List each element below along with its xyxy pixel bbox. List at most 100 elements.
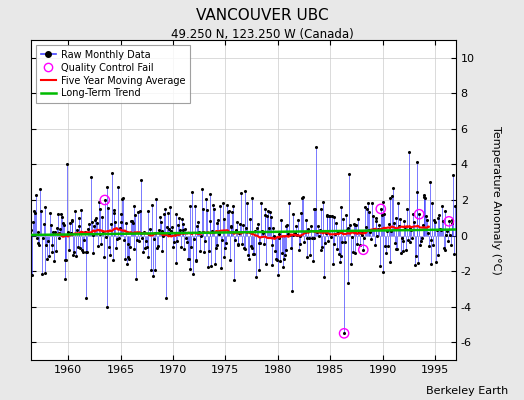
Point xyxy=(306,252,314,258)
Point xyxy=(259,230,267,237)
Point xyxy=(385,195,394,202)
Point xyxy=(57,211,66,218)
Point xyxy=(248,245,257,251)
Point xyxy=(233,219,241,225)
Point xyxy=(181,226,189,232)
Point xyxy=(35,242,43,248)
Point xyxy=(403,236,412,243)
Point xyxy=(437,226,445,233)
Point xyxy=(429,242,438,249)
Point xyxy=(410,218,418,225)
Point xyxy=(93,220,101,226)
Point xyxy=(366,229,375,236)
Point xyxy=(343,224,352,231)
Point xyxy=(446,241,455,248)
Point xyxy=(196,247,204,254)
Point xyxy=(194,219,202,226)
Point xyxy=(397,250,405,256)
Point xyxy=(173,237,181,244)
Point xyxy=(162,294,170,301)
Point xyxy=(389,185,397,191)
Point xyxy=(336,252,345,259)
Point xyxy=(250,251,258,257)
Point xyxy=(153,245,161,251)
Point xyxy=(53,211,62,218)
Point xyxy=(214,216,223,223)
Point xyxy=(63,160,71,167)
Point xyxy=(111,219,119,226)
Point xyxy=(353,241,362,247)
Point xyxy=(317,206,325,212)
Point xyxy=(369,213,377,220)
Point xyxy=(86,230,94,236)
Point xyxy=(331,231,340,238)
Legend: Raw Monthly Data, Quality Control Fail, Five Year Moving Average, Long-Term Tren: Raw Monthly Data, Quality Control Fail, … xyxy=(36,45,190,103)
Point xyxy=(268,242,277,248)
Point xyxy=(296,233,304,239)
Point xyxy=(392,246,401,252)
Point xyxy=(254,221,262,228)
Point xyxy=(215,230,223,237)
Point xyxy=(304,226,312,232)
Point xyxy=(398,238,407,244)
Point xyxy=(162,224,171,230)
Point xyxy=(338,239,346,246)
Point xyxy=(91,217,100,223)
Point xyxy=(187,244,195,250)
Point xyxy=(47,242,56,248)
Point xyxy=(210,206,218,212)
Point xyxy=(174,222,182,228)
Point xyxy=(285,200,293,206)
Point xyxy=(104,205,113,211)
Point xyxy=(112,244,121,251)
Point xyxy=(124,240,133,247)
Point xyxy=(362,224,370,230)
Point xyxy=(411,252,420,259)
Point xyxy=(335,251,343,258)
Point xyxy=(189,270,197,277)
Point xyxy=(34,229,42,236)
Point xyxy=(191,257,200,264)
Point xyxy=(95,206,104,212)
Point xyxy=(97,240,105,247)
Point xyxy=(167,227,176,234)
Point xyxy=(211,261,219,267)
Point xyxy=(281,223,290,229)
Point xyxy=(86,174,95,180)
Point xyxy=(27,226,36,233)
Point xyxy=(119,194,127,201)
Point xyxy=(283,222,291,228)
Point xyxy=(224,209,232,216)
Point xyxy=(258,228,266,234)
Point xyxy=(376,262,384,269)
Point xyxy=(134,209,142,216)
Point xyxy=(314,233,323,239)
Point xyxy=(296,240,304,247)
Point xyxy=(450,251,458,257)
Point xyxy=(378,269,387,275)
Point xyxy=(50,258,58,264)
Point xyxy=(442,232,451,239)
Point xyxy=(177,243,185,250)
Point xyxy=(375,222,383,228)
Point xyxy=(130,203,139,209)
Point xyxy=(395,223,403,230)
Point xyxy=(411,262,419,268)
Point xyxy=(435,212,443,218)
Point xyxy=(138,234,147,241)
Point xyxy=(297,210,305,216)
Point xyxy=(40,270,49,276)
Point xyxy=(147,267,155,273)
Point xyxy=(144,253,152,260)
Point xyxy=(36,186,45,192)
Point xyxy=(236,221,244,227)
Point xyxy=(128,218,136,224)
Point xyxy=(342,212,350,218)
Point xyxy=(322,230,330,236)
Point xyxy=(330,214,339,220)
Point xyxy=(116,219,125,225)
Point xyxy=(271,248,279,254)
Point xyxy=(58,213,66,220)
Point xyxy=(367,236,375,242)
Point xyxy=(204,264,212,270)
